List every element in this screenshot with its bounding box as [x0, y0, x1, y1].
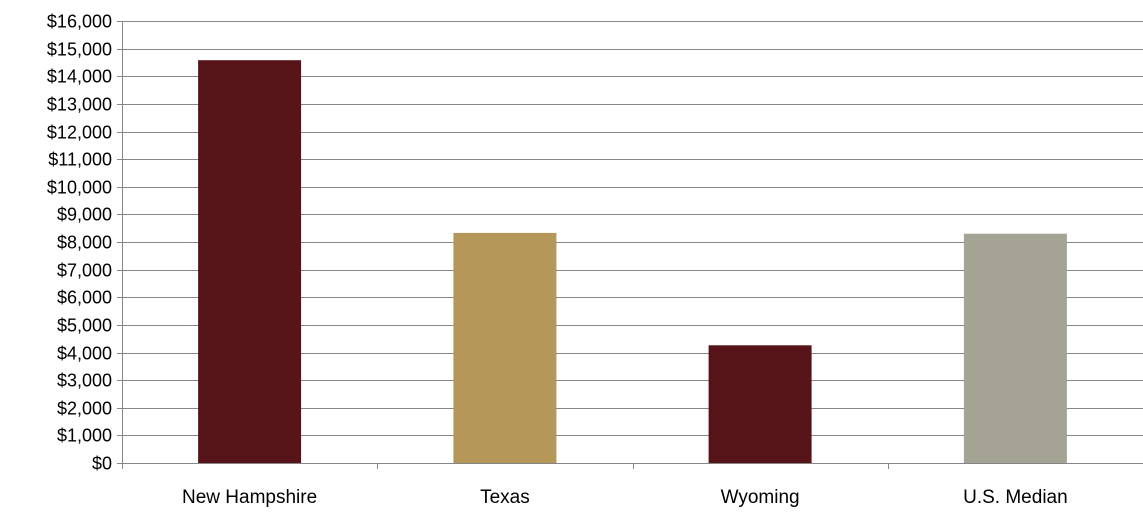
bars — [198, 60, 1067, 463]
y-axis-tick-label: $9,000 — [57, 205, 112, 225]
bar — [964, 234, 1067, 463]
x-axis-category-labels: New Hampshire Texas Wyoming U.S. Median — [182, 487, 1068, 508]
y-axis-tick-label: $6,000 — [57, 288, 112, 308]
y-axis-tick-label: $3,000 — [57, 371, 112, 391]
y-axis-tick-label: $12,000 — [47, 123, 112, 143]
bar — [198, 60, 301, 463]
y-axis-tick-label: $14,000 — [47, 67, 112, 87]
y-axis-tick-label: $5,000 — [57, 316, 112, 336]
x-axis-category-label: Texas — [480, 487, 530, 508]
y-axis-tick-label: $16,000 — [47, 12, 112, 32]
bar — [709, 345, 812, 463]
bar — [453, 233, 556, 463]
y-axis-tick-label: $1,000 — [57, 426, 112, 446]
x-axis-category-label: U.S. Median — [963, 487, 1068, 508]
y-axis-tick-label: $10,000 — [47, 178, 112, 198]
y-axis-tick-labels: $0 $1,000 $2,000 $3,000 $4,000 $5,000 $6,000 $7… — [47, 12, 112, 474]
y-axis-tick-label: $2,000 — [57, 399, 112, 419]
y-axis-tick-label: $8,000 — [57, 233, 112, 253]
y-axis-tick-label: $0 — [92, 454, 112, 474]
y-axis-tick-label: $4,000 — [57, 344, 112, 364]
y-axis-tick-label: $15,000 — [47, 40, 112, 60]
y-axis-tick-label: $13,000 — [47, 95, 112, 115]
y-axis-tick-label: $7,000 — [57, 261, 112, 281]
x-axis-category-label: New Hampshire — [182, 487, 317, 508]
y-axis-tick-label: $11,000 — [48, 150, 112, 170]
x-axis-category-label: Wyoming — [721, 487, 800, 508]
